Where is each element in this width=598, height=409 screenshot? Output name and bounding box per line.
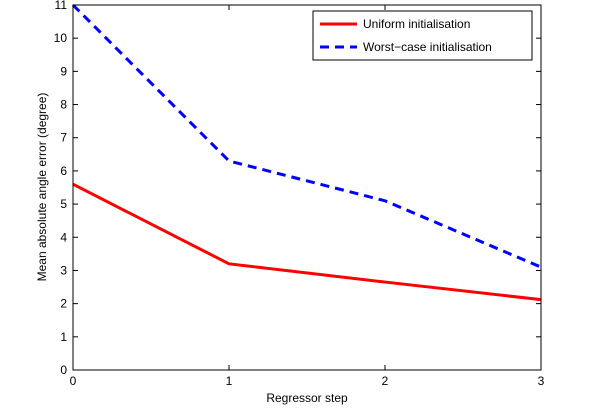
y-tick-label-11: 11 — [55, 0, 68, 12]
series-line-1 — [72, 182, 542, 302]
legend: Uniform initialisation Worst−case initial… — [312, 10, 533, 61]
x-tick-label-3: 3 — [538, 374, 545, 388]
y-tick-label-10: 10 — [54, 31, 68, 45]
plot-frame — [72, 4, 542, 371]
x-tick-label-1: 1 — [226, 374, 233, 388]
y-tick-label-0: 0 — [60, 363, 67, 377]
plot-area — [73, 5, 541, 370]
legend-label-1: Uniform initialisation — [363, 17, 470, 31]
series-line-2 — [71, 3, 542, 269]
y-tick-label-9: 9 — [60, 64, 67, 78]
y-tick-label-4: 4 — [60, 230, 67, 244]
x-tick-label-2: 2 — [382, 374, 389, 388]
y-tick-label-5: 5 — [60, 197, 67, 211]
x-tick-label-0: 0 — [70, 374, 77, 388]
y-tick-label-8: 8 — [60, 98, 67, 112]
y-tick-label-1: 1 — [60, 330, 67, 344]
series-layer — [71, 3, 542, 302]
ticks-layer: 0 1 2 3 0 1 2 3 4 5 6 7 8 9 10 11 — [54, 0, 545, 388]
y-tick-label-6: 6 — [60, 164, 67, 178]
x-axis-label: Regressor step — [266, 391, 348, 405]
y-tick-label-7: 7 — [60, 131, 67, 145]
legend-label-2: Worst−case initialisation — [363, 40, 492, 54]
y-axis-label: Mean absolute angle error (degree) — [35, 93, 49, 282]
legend-box — [312, 10, 533, 61]
y-tick-label-2: 2 — [60, 297, 67, 311]
y-tick-label-3: 3 — [60, 263, 67, 277]
